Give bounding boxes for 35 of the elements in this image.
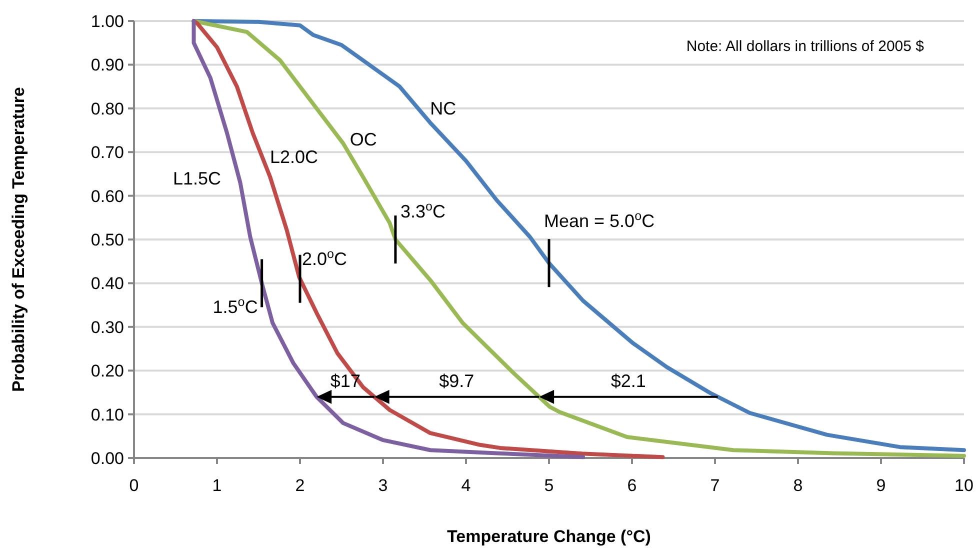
- x-tick-label: 5: [544, 476, 554, 495]
- x-tick-label: 7: [710, 476, 720, 495]
- series-label: NC: [430, 98, 456, 119]
- y-tick-label: 0.70: [90, 143, 124, 162]
- y-tick-label: 0.20: [90, 362, 124, 381]
- x-tick-label: 4: [461, 476, 471, 495]
- x-tick-label: 8: [793, 476, 803, 495]
- x-tick-label: 10: [954, 476, 974, 495]
- annotation: $2.1: [610, 370, 646, 391]
- x-tick-label: 1: [212, 476, 222, 495]
- series-label: L2.0C: [270, 146, 318, 167]
- y-tick-label: 0.90: [90, 56, 124, 75]
- x-tick-label: 2: [295, 476, 305, 495]
- annotation: 2.0$^{o}$C: [302, 246, 348, 269]
- annotation: 3.3$^{o}$C: [400, 200, 446, 222]
- y-tick-label: 1.00: [90, 12, 124, 31]
- annotation: Note: All dollars in trillions of 2005 $: [686, 38, 925, 55]
- y-tick-label: 0.00: [90, 448, 124, 468]
- y-tick-label: 0.10: [90, 405, 124, 424]
- x-tick-label: 3: [378, 476, 388, 495]
- annotation: 1.5$^{o}$C: [212, 295, 258, 318]
- series-label: L1.5C: [173, 168, 222, 189]
- annotation: Mean = 5.0$^{o}$C: [544, 209, 655, 232]
- y-tick-label: 0.60: [90, 186, 124, 206]
- y-tick-label: 0.40: [90, 274, 124, 294]
- annotation: $9.7: [439, 370, 474, 391]
- x-tick-label: 6: [627, 476, 637, 495]
- x-tick-label: 0: [129, 476, 139, 495]
- y-tick-label: 0.80: [90, 99, 124, 118]
- series-label: OC: [350, 129, 377, 150]
- y-tick-label: 0.30: [90, 318, 124, 337]
- y-axis-title: Probability of Exceeding Temperature: [9, 87, 28, 392]
- x-tick-label: 9: [876, 476, 886, 495]
- y-tick-label: 0.50: [90, 230, 124, 250]
- x-axis-title: Temperature Change (°C): [447, 527, 651, 546]
